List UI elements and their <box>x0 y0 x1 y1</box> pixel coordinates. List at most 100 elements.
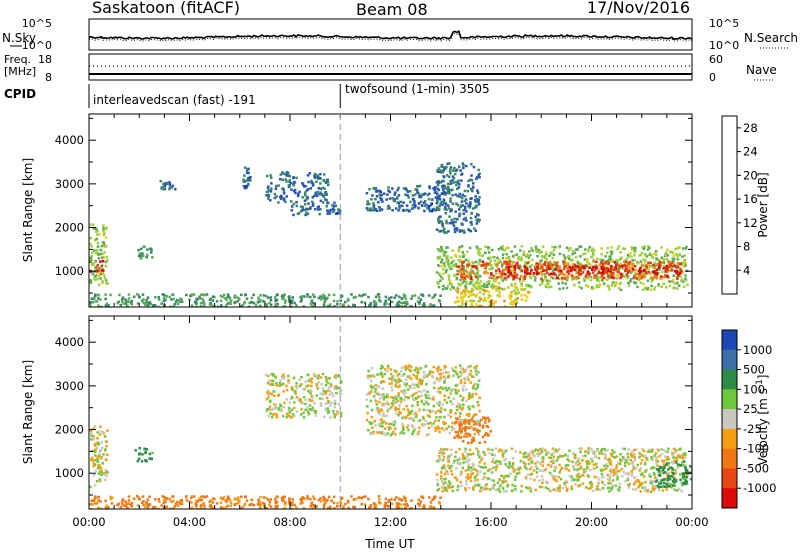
heatmap-cell <box>437 207 440 211</box>
heatmap-cell <box>657 470 661 473</box>
heatmap-cell <box>316 206 320 209</box>
heatmap-cell <box>291 396 294 399</box>
heatmap-cell <box>667 468 670 471</box>
heatmap-cell <box>421 496 425 500</box>
heatmap-cell <box>591 452 595 455</box>
heatmap-cell <box>547 286 551 289</box>
heatmap-cell <box>304 398 307 402</box>
heatmap-cell <box>303 203 307 206</box>
heatmap-cell <box>469 475 472 479</box>
heatmap-cell <box>439 279 442 282</box>
heatmap-cell <box>302 411 305 415</box>
heatmap-cell <box>475 364 478 368</box>
heatmap-cell <box>428 415 431 418</box>
heatmap-cell <box>98 454 101 458</box>
heatmap-cell <box>434 185 437 189</box>
heatmap-cell <box>471 270 475 273</box>
heatmap-cell <box>416 432 420 436</box>
heatmap-cell <box>141 453 144 456</box>
heatmap-cell <box>555 262 558 265</box>
heatmap-cell <box>473 427 477 430</box>
heatmap-cell <box>221 295 224 299</box>
heatmap-cell <box>275 184 278 188</box>
heatmap-cell <box>586 465 589 469</box>
heatmap-cell <box>464 427 467 430</box>
heatmap-cell <box>630 450 634 453</box>
heatmap-cell <box>300 375 303 379</box>
heatmap-cell <box>576 460 579 463</box>
heatmap-cell <box>295 386 299 390</box>
heatmap-cell <box>409 417 412 420</box>
heatmap-cell <box>498 291 501 294</box>
heatmap-cell <box>307 410 310 413</box>
heatmap-cell <box>610 267 613 271</box>
heatmap-cell <box>273 394 276 397</box>
heatmap-cell <box>418 502 421 506</box>
heatmap-cell <box>479 280 483 283</box>
heatmap-cell <box>104 260 108 264</box>
heatmap-cell <box>374 424 377 427</box>
heatmap-cell <box>500 274 504 278</box>
heatmap-cell <box>501 245 504 248</box>
heatmap-cell <box>534 465 538 468</box>
heatmap-cell <box>552 477 555 480</box>
heatmap-cell <box>488 418 491 422</box>
heatmap-cell <box>457 402 460 405</box>
heatmap-cell <box>528 284 531 287</box>
heatmap-cell <box>527 254 530 258</box>
heatmap-cell <box>448 162 451 165</box>
heatmap-cell <box>599 258 602 261</box>
heatmap-cell <box>393 498 396 501</box>
heatmap-cell <box>438 401 441 404</box>
heatmap-cell <box>526 290 530 294</box>
heatmap-cell <box>640 459 644 462</box>
heatmap-cell <box>461 255 465 258</box>
heatmap-cell <box>138 295 141 299</box>
heatmap-cell <box>513 245 517 248</box>
heatmap-cell <box>481 477 484 481</box>
heatmap-cell <box>684 264 687 267</box>
heatmap-cell <box>454 180 458 184</box>
heatmap-cell <box>400 430 404 434</box>
heatmap-cell <box>292 406 296 410</box>
heatmap-cell <box>640 263 644 266</box>
heatmap-cell <box>515 276 518 279</box>
heatmap-cell <box>507 263 511 266</box>
heatmap-cell <box>463 231 466 234</box>
heatmap-cell <box>413 386 416 390</box>
heatmap-cell <box>515 253 519 256</box>
heatmap-cell <box>628 483 631 486</box>
heatmap-cell <box>486 478 489 481</box>
heatmap-cell <box>540 250 544 254</box>
heatmap-cell <box>661 459 664 463</box>
heatmap-cell <box>269 399 272 403</box>
heatmap-cell <box>284 299 287 302</box>
heatmap-cell <box>529 265 532 269</box>
heatmap-cell <box>400 398 403 401</box>
heatmap-cell <box>100 456 103 459</box>
heatmap-cell <box>305 385 308 388</box>
heatmap-cell <box>92 464 96 468</box>
heatmap-cell <box>484 266 487 270</box>
heatmap-cell <box>603 453 607 456</box>
heatmap-cell <box>353 498 356 501</box>
heatmap-cell <box>679 447 682 451</box>
heatmap-cell <box>544 284 548 287</box>
heatmap-cell <box>625 273 629 276</box>
heatmap-cell <box>478 441 482 444</box>
date-title: 17/Nov/2016 <box>587 0 690 17</box>
heatmap-cell <box>375 195 379 198</box>
heatmap-cell <box>130 501 133 505</box>
heatmap-cell <box>669 475 672 478</box>
heatmap-cell <box>398 404 401 407</box>
heatmap-cell <box>657 284 660 288</box>
heatmap-cell <box>559 455 562 458</box>
heatmap-cell <box>663 485 666 489</box>
heatmap-cell <box>642 282 645 286</box>
heatmap-cell <box>403 365 407 368</box>
heatmap-cell <box>544 448 547 452</box>
heatmap-cell <box>472 272 475 275</box>
heatmap-cell <box>523 263 527 267</box>
heatmap-cell <box>397 372 401 376</box>
heatmap-cell <box>617 263 621 267</box>
